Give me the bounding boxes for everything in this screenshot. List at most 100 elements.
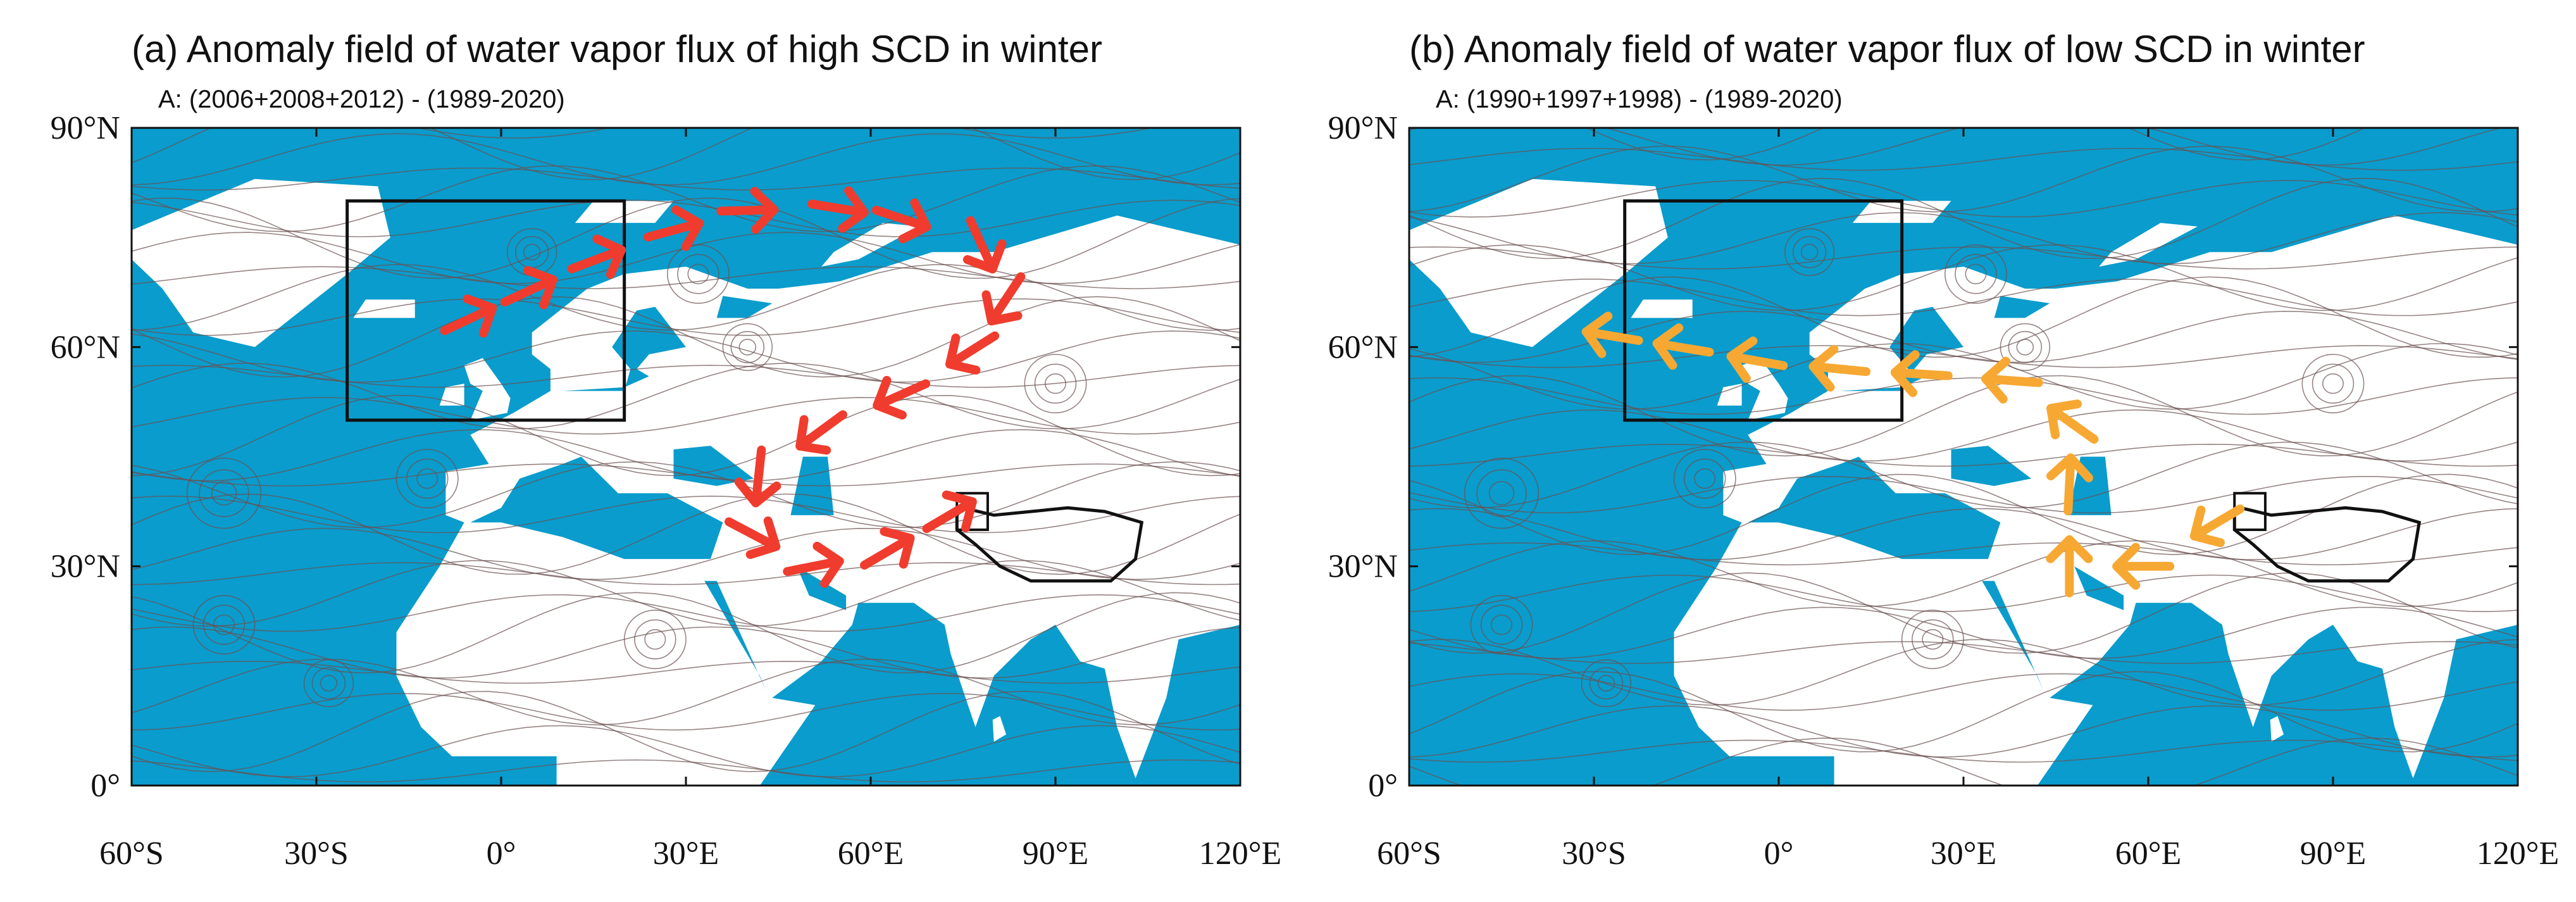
vortex: [2312, 363, 2355, 404]
streamline: [132, 493, 1240, 575]
streamline: [132, 298, 1240, 336]
flux-arrow: [2046, 404, 2099, 444]
flux-arrow: [1981, 374, 2043, 387]
flux-arrow: [567, 245, 626, 273]
vortex: [1581, 659, 1632, 708]
vortex: [1901, 610, 1964, 670]
vortex: [687, 263, 709, 285]
y-tick-label: 60°N: [51, 329, 120, 365]
vortex: [644, 629, 666, 650]
vortex: [303, 659, 354, 708]
streamline: [1409, 606, 2518, 659]
flux-arrow: [643, 218, 704, 242]
streamline: [1409, 508, 2518, 561]
flux-arrow-head: [2046, 453, 2093, 482]
vortex: [1464, 458, 1540, 529]
flux-arrow-head: [2046, 535, 2093, 563]
streamline: [1409, 739, 2518, 763]
flux-arrow: [1890, 368, 1953, 380]
streamline: [132, 167, 1240, 191]
vortex: [1024, 354, 1087, 414]
streamline: [1409, 540, 2518, 607]
flux-arrow-head: [592, 234, 626, 279]
streamline: [132, 133, 1240, 185]
streamline: [132, 594, 1240, 632]
vortex: [2322, 373, 2344, 394]
vortex: [722, 323, 773, 372]
region-box: [1623, 199, 1904, 422]
vortex: [1683, 458, 1726, 499]
streamline: [132, 759, 1240, 783]
vortex: [1944, 244, 2007, 304]
vortex: [1965, 263, 1987, 285]
flux-arrow-head: [962, 239, 1007, 273]
y-tick-label: 90°N: [1328, 110, 1398, 146]
land: [1741, 358, 1788, 420]
land: [992, 716, 1007, 742]
vortex: [677, 254, 719, 294]
flux-arrow-head: [734, 477, 781, 508]
streamline: [1409, 146, 2518, 213]
water: [797, 566, 847, 610]
flux-arrow-head: [945, 333, 981, 375]
streamline: [132, 692, 1240, 731]
streamline: [1409, 377, 2518, 415]
flux-arrow: [922, 497, 977, 534]
streamline: [132, 330, 1240, 383]
vortex: [406, 458, 449, 499]
flux-arrow-head: [2046, 399, 2082, 439]
land: [464, 358, 511, 420]
flux-arrow: [986, 272, 1026, 326]
x-tick-label: 60°E: [838, 836, 904, 872]
streamline: [1409, 639, 2518, 706]
streamline: [132, 658, 1240, 726]
water: [1748, 456, 2001, 560]
x-tick-label: 30°S: [1562, 836, 1626, 872]
flux-arrow-head: [898, 198, 931, 244]
x-tick-label: 30°E: [653, 836, 719, 872]
flux-arrow: [724, 517, 781, 551]
flux-arrow: [1581, 327, 1643, 345]
streamline: [1409, 128, 2503, 166]
land: [2270, 716, 2284, 742]
flux-arrow: [500, 275, 557, 307]
streamline: [1409, 375, 2518, 457]
flux-arrow-head: [981, 290, 1023, 326]
streamline: [1409, 409, 2518, 462]
water: [1994, 296, 2050, 318]
streamline: [1409, 212, 2518, 265]
land: [132, 179, 390, 348]
flux-arrow-head: [1726, 336, 1758, 383]
streamline: [132, 264, 1240, 331]
x-tick-label: 0°: [1764, 836, 1794, 872]
y-tick-label: 90°N: [51, 110, 120, 146]
flux-arrow: [1726, 351, 1788, 370]
streamline: [1409, 542, 2518, 566]
streamline: [1409, 673, 2518, 711]
flux-arrow: [860, 534, 915, 570]
x-tick-label: 120°E: [1199, 836, 1282, 872]
streamline: [1409, 147, 2518, 171]
land: [1717, 384, 1742, 406]
panel-title: (a) Anomaly field of water vapor flux of…: [132, 28, 1102, 70]
streamline: [1409, 310, 2518, 363]
streamline: [1409, 705, 2518, 758]
land: [439, 384, 464, 406]
vortex: [2008, 330, 2043, 363]
flux-arrow-head: [812, 541, 844, 588]
panel-title: (b) Anomaly field of water vapor flux of…: [1409, 28, 2365, 70]
water: [470, 456, 723, 560]
flux-arrow-head: [942, 490, 977, 532]
vortex: [1955, 254, 1997, 294]
streamline: [132, 128, 1240, 180]
streamline: [132, 397, 1240, 435]
x-tick-label: 60°S: [1377, 836, 1441, 872]
streamline: [132, 362, 1240, 430]
streamline: [132, 495, 1240, 534]
vortex: [1488, 480, 1515, 506]
plateau-outline: [2232, 506, 2422, 583]
vortex: [1470, 595, 1533, 655]
streamline: [1409, 574, 2518, 613]
flux-arrow: [751, 445, 766, 508]
streamline: [132, 560, 1240, 627]
